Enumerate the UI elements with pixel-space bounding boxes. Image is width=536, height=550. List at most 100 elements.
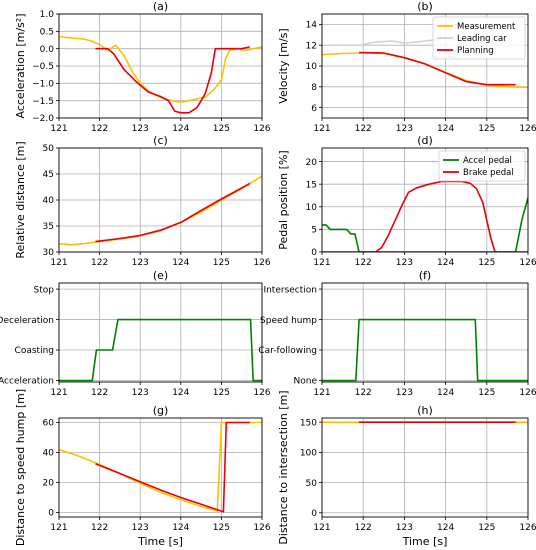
legend-entry: Measurement <box>457 22 516 32</box>
x-tick-label: 122 <box>91 523 108 533</box>
series-line-planning <box>95 46 250 114</box>
x-tick-label: 126 <box>519 124 536 134</box>
y-axis-label: Pedal position [%] <box>277 150 290 249</box>
panel-title: (e) <box>153 269 168 282</box>
series-line-planning <box>95 182 251 243</box>
x-tick-label: 121 <box>50 258 67 268</box>
y-tick-label: 45 <box>43 170 54 180</box>
y-tick-label: 0 <box>48 509 54 519</box>
series-line-measurement <box>59 35 262 104</box>
panel-g: 121 122 123 124 125 126 0 20 40 60 (g) Time [s] Dist… <box>14 389 271 548</box>
x-tick-label: 125 <box>478 258 495 268</box>
legend-box <box>432 16 526 60</box>
x-tick-label: 122 <box>91 124 108 134</box>
y-tick-label: 150 <box>300 418 317 428</box>
y-axis-label: Relative distance [m] <box>14 141 27 258</box>
x-tick-label: 122 <box>355 258 372 268</box>
y-axis-label: Distance to speed hump [m] <box>14 389 27 546</box>
y-tick-label: Deceleration <box>0 316 54 326</box>
legend-box <box>438 150 526 182</box>
x-tick-label: 122 <box>91 258 108 268</box>
x-tick-label: 121 <box>50 388 67 398</box>
x-tick-label: 122 <box>355 523 372 533</box>
x-tick-label: 125 <box>213 258 230 268</box>
x-tick-label: 124 <box>437 523 454 533</box>
plot-frame <box>58 417 263 518</box>
panel-e: 121 122 123 124 125 126 Acceleration Coasting De… <box>0 269 271 398</box>
x-tick-label: 123 <box>132 523 149 533</box>
y-tick-label: Acceleration <box>0 377 54 387</box>
panel-title: (c) <box>153 134 168 147</box>
x-tick-label: 125 <box>478 523 495 533</box>
y-tick-label: 50 <box>306 479 318 489</box>
x-tick-label: 126 <box>253 523 270 533</box>
x-tick-label: 123 <box>396 523 413 533</box>
legend-entry: Leading car <box>457 34 507 44</box>
panel-d: 121 122 123 124 125 126 0 5 10 15 20 (d) Pedal posit… <box>277 134 536 268</box>
y-tick-label: 20 <box>43 479 55 489</box>
y-tick-label: 8 <box>311 83 317 93</box>
panel-title: (d) <box>417 134 433 147</box>
x-tick-label: 122 <box>91 388 108 398</box>
y-tick-label: 0.5 <box>40 28 54 38</box>
y-tick-label: 50 <box>43 144 55 154</box>
y-tick-label: 10 <box>306 203 318 213</box>
y-tick-label: 40 <box>43 449 55 459</box>
legend: Accel pedal Brake pedal <box>438 150 526 182</box>
panel-title: (f) <box>419 269 431 282</box>
y-tick-label: 30 <box>43 248 55 258</box>
y-tick-label: Speed hump <box>260 316 317 326</box>
legend-entry: Planning <box>457 46 494 56</box>
y-tick-label: 35 <box>43 222 54 232</box>
x-tick-label: 123 <box>396 258 413 268</box>
panel-title: (b) <box>417 0 433 13</box>
panel-title: (g) <box>153 404 169 417</box>
x-tick-label: 124 <box>437 388 454 398</box>
plot-frame <box>321 417 529 518</box>
y-tick-label: −2.0 <box>32 114 54 124</box>
y-tick-label: 5 <box>311 226 317 236</box>
y-tick-label: Stop <box>34 285 55 295</box>
y-tick-label: Intersection <box>263 285 317 295</box>
y-tick-label: 15 <box>306 180 317 190</box>
x-tick-label: 124 <box>172 523 189 533</box>
x-tick-label: 125 <box>213 388 230 398</box>
panel-f: 121 122 123 124 125 126 None Car-following Speed… <box>258 269 536 398</box>
x-tick-label: 121 <box>50 523 67 533</box>
x-tick-label: 124 <box>437 124 454 134</box>
panel-title: (a) <box>153 0 168 13</box>
y-tick-label: 20 <box>306 158 318 168</box>
series-line-accel <box>59 318 262 382</box>
series-line-planning <box>359 51 516 86</box>
x-tick-label: 124 <box>172 258 189 268</box>
y-tick-label: 12 <box>306 41 317 51</box>
x-tick-label: 124 <box>172 124 189 134</box>
x-tick-label: 126 <box>253 124 270 134</box>
x-tick-label: 122 <box>355 388 372 398</box>
x-tick-label: 125 <box>478 388 495 398</box>
x-tick-label: 121 <box>313 388 330 398</box>
y-tick-label: 0 <box>311 248 317 258</box>
x-tick-label: 125 <box>213 124 230 134</box>
panel-h: 121 122 123 124 125 126 0 50 100 150 (h) Time [s] Di… <box>277 390 536 548</box>
y-tick-label: None <box>294 377 318 387</box>
y-tick-label: −1.5 <box>32 97 54 107</box>
x-tick-label: 122 <box>355 124 372 134</box>
y-tick-label: 1.0 <box>40 10 55 20</box>
x-axis-label: Time [s] <box>402 535 448 548</box>
legend: Measurement Leading car Planning <box>432 16 526 60</box>
y-tick-label: −1.0 <box>32 80 54 90</box>
x-tick-label: 123 <box>132 258 149 268</box>
x-tick-label: 123 <box>396 388 413 398</box>
x-tick-label: 124 <box>437 258 454 268</box>
y-tick-label: 100 <box>300 449 317 459</box>
series-line-planning <box>95 421 250 513</box>
x-tick-label: 126 <box>519 523 536 533</box>
y-axis-label: Velocity [m/s] <box>277 28 290 103</box>
x-tick-label: 121 <box>313 124 330 134</box>
y-tick-label: 14 <box>306 21 318 31</box>
x-tick-label: 126 <box>253 388 270 398</box>
series-line-accel <box>322 197 528 252</box>
